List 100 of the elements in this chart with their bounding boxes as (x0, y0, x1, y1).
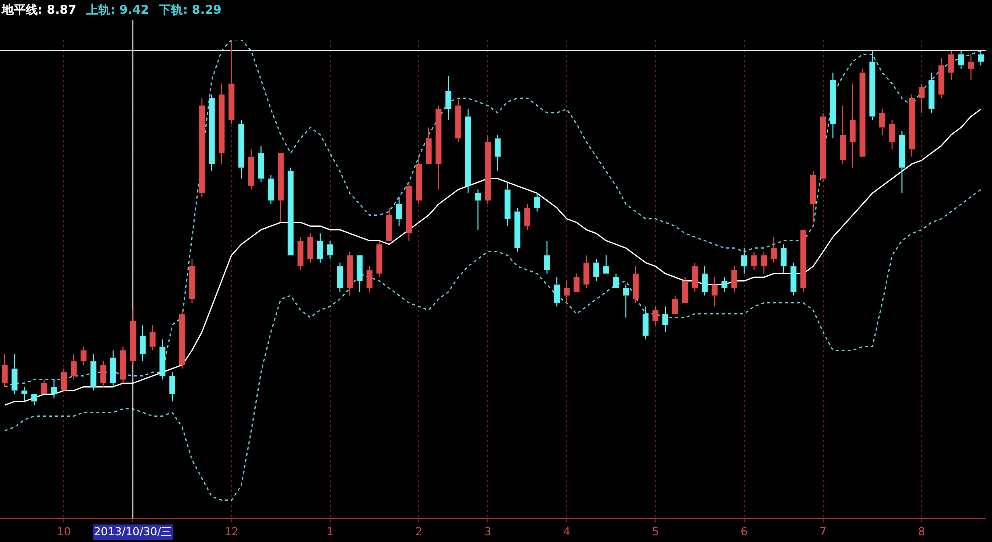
candlestick (830, 72, 836, 140)
candlestick (594, 258, 600, 282)
x-tick-label: 12 (224, 525, 239, 538)
candlestick (199, 98, 206, 198)
candlestick (110, 350, 116, 388)
candlestick (465, 108, 472, 194)
candlestick (771, 236, 777, 264)
candlestick (820, 112, 826, 183)
x-tick-label: 10 (57, 525, 72, 538)
candlestick (218, 83, 225, 165)
candlestick (248, 149, 254, 190)
candlestick (120, 346, 126, 384)
candlestick (613, 273, 620, 288)
candlestick (948, 50, 954, 81)
candlestick (584, 255, 590, 289)
candlestick (870, 50, 876, 121)
candlestick (436, 105, 442, 190)
candlestick (12, 354, 18, 395)
candlestick (396, 196, 402, 227)
x-tick-label: 4 (563, 525, 570, 538)
candlestick (652, 306, 659, 326)
candlestick (958, 50, 964, 70)
candlestick (90, 354, 97, 392)
text: 下轨: 8.29 (159, 2, 222, 19)
candlestick (41, 379, 48, 394)
x-tick-label: 8 (918, 525, 926, 538)
candlestick (800, 230, 807, 293)
candlestick (712, 277, 718, 308)
candlestick (623, 284, 630, 318)
x-tick-label: 2013/10/30/三 (94, 525, 172, 538)
candlestick (692, 262, 698, 293)
candlestick (100, 361, 106, 388)
candlestick (603, 255, 610, 274)
candlestick (850, 83, 856, 168)
candlestick (416, 156, 422, 205)
candlestick (140, 324, 146, 362)
candlestick (534, 192, 540, 212)
candlestick (494, 134, 501, 172)
candlestick (780, 244, 787, 274)
candlestick (840, 105, 846, 165)
candlestick (662, 306, 669, 333)
candlestick (22, 386, 28, 402)
candlestick (51, 379, 58, 399)
x-tick-label: 5 (652, 525, 660, 538)
candlestick (386, 208, 392, 241)
candlestick (702, 266, 708, 296)
candlestick (32, 394, 38, 406)
candlestick (70, 354, 77, 380)
candlestick (860, 68, 866, 157)
candlestick (446, 76, 452, 121)
candlestick (938, 58, 945, 99)
candlestick (130, 310, 136, 366)
candlestick (732, 266, 738, 293)
candlestick (337, 262, 344, 293)
candlestick (288, 167, 294, 256)
candlestick (554, 277, 560, 308)
candlestick (61, 368, 68, 391)
candlestick (633, 266, 639, 304)
candlestick (880, 108, 886, 136)
candlestick (228, 40, 235, 125)
candlestick (327, 240, 334, 260)
candlestick (574, 273, 580, 292)
candlestick (179, 310, 186, 370)
candlestick (741, 248, 748, 274)
text: 上轨: 9.42 (86, 2, 150, 19)
candlestick (928, 72, 935, 114)
candlestick (426, 127, 432, 164)
candlestick (514, 208, 521, 252)
candlestick (347, 251, 353, 296)
candlestick (150, 324, 156, 352)
candlestick (564, 280, 570, 304)
candlestick (475, 189, 482, 230)
candlestick (672, 295, 678, 314)
candlestick (682, 277, 688, 304)
candlestick (524, 204, 530, 230)
x-tick-label: 6 (740, 525, 748, 538)
candlestick (504, 182, 511, 227)
candlestick (376, 240, 383, 278)
candlestick (790, 262, 797, 296)
candlestick (810, 171, 816, 224)
candlestick (160, 339, 166, 380)
candlestick (170, 372, 176, 402)
candlestick (268, 174, 274, 205)
candlestick (722, 277, 728, 293)
candlestick (485, 134, 492, 205)
x-tick-label: 2 (416, 525, 423, 538)
candlestick (209, 94, 215, 172)
candlestick (456, 98, 462, 143)
candlestick (298, 236, 304, 271)
candlestick (189, 258, 196, 304)
candlestick (889, 120, 896, 150)
x-tick-label: 3 (484, 525, 492, 538)
x-tick-label: 7 (820, 525, 827, 538)
candlestick (406, 182, 412, 242)
candlestick (918, 83, 925, 114)
candlestick (761, 251, 768, 274)
x-tick-label: 1 (326, 525, 334, 538)
candlestick (751, 251, 758, 271)
candlestick (899, 130, 906, 194)
candlestick (238, 120, 245, 180)
